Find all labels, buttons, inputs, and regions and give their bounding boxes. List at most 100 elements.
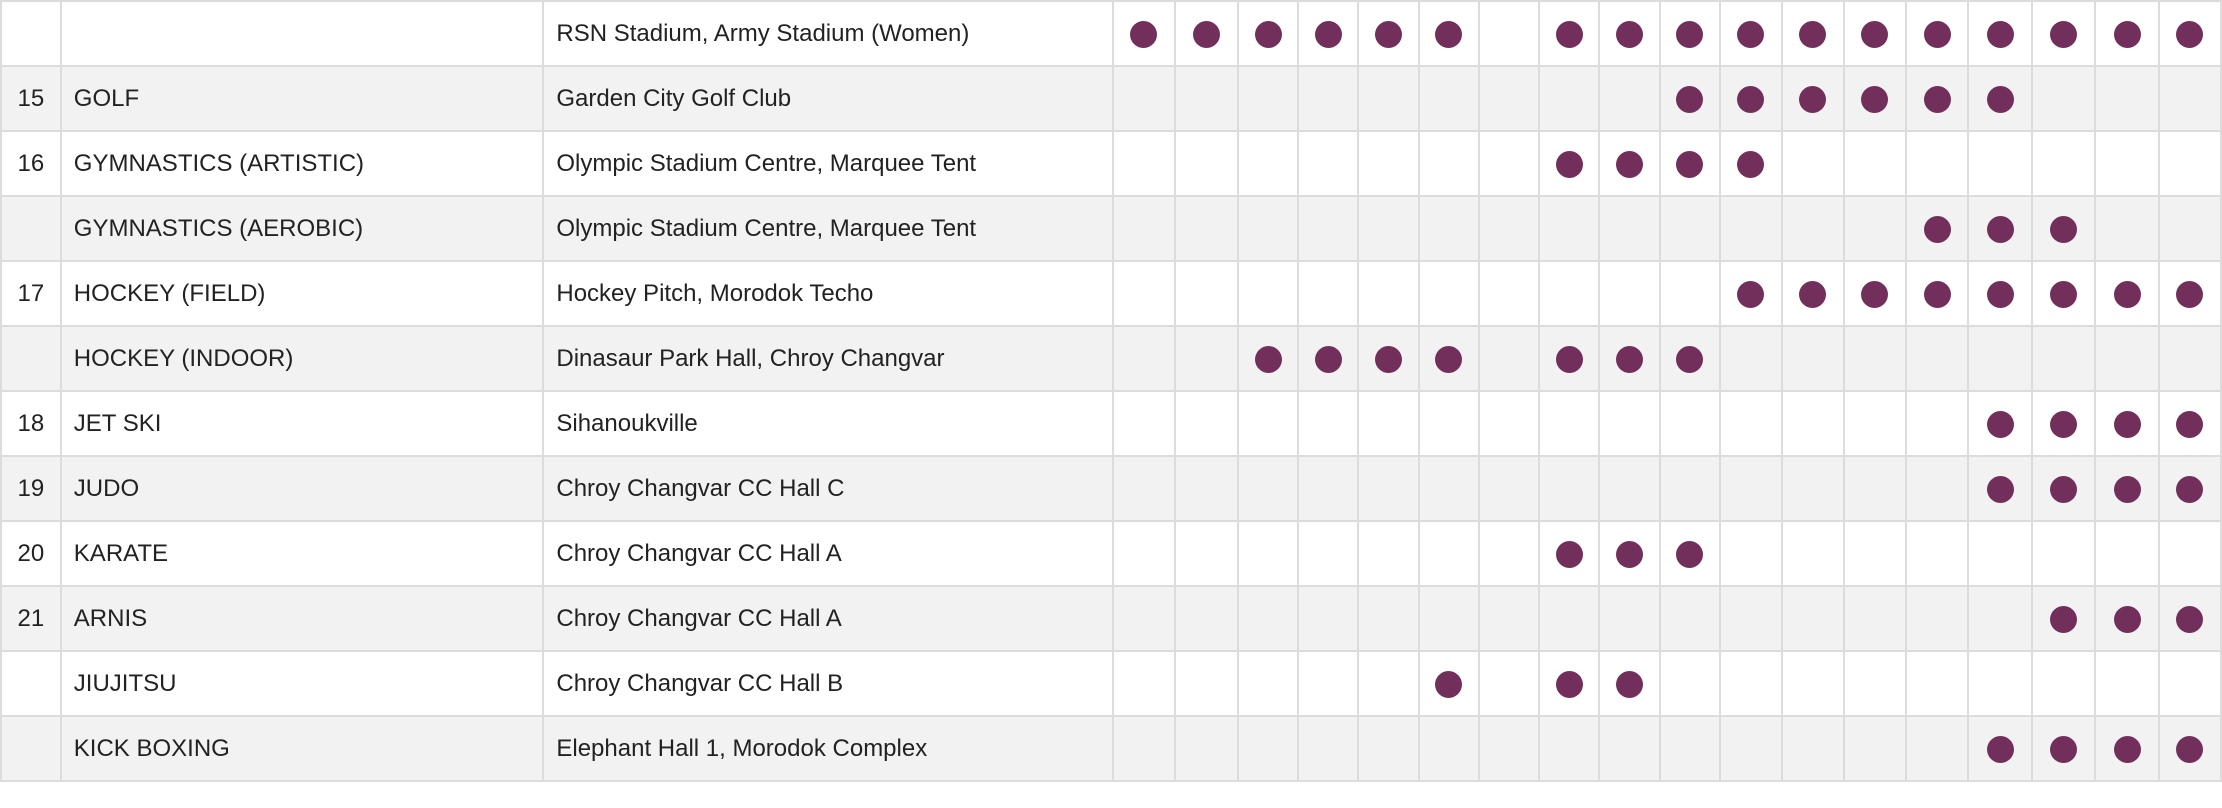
sport-name <box>59 0 545 67</box>
competition-day-dot-icon <box>1374 345 1402 373</box>
sport-number: 19 <box>0 455 62 522</box>
schedule-day-cell <box>2031 325 2097 392</box>
schedule-day-cell <box>1111 390 1177 457</box>
competition-day-dot-icon <box>1314 20 1342 48</box>
competition-day-dot-icon <box>2176 280 2204 308</box>
table-row: RSN Stadium, Army Stadium (Women) <box>0 0 2222 67</box>
competition-day-dot-icon <box>1986 85 2014 113</box>
schedule-day-cell <box>1111 455 1177 522</box>
schedule-day-cell <box>1780 195 1845 262</box>
schedule-day-cell <box>1718 585 1783 652</box>
competition-day-dot-icon <box>2050 735 2078 763</box>
venue-name: Dinasaur Park Hall, Chroy Changvar <box>542 325 1114 392</box>
competition-day-dot-icon <box>1616 670 1644 698</box>
schedule-day-cell <box>1780 585 1845 652</box>
venue-name: Garden City Golf Club <box>542 65 1114 132</box>
sport-number: 16 <box>0 130 62 197</box>
schedule-day-cell <box>1538 65 1601 132</box>
competition-day-dot-icon <box>1986 735 2014 763</box>
schedule-day-cell <box>1658 65 1721 132</box>
schedule-day-cell <box>2157 715 2222 782</box>
schedule-day-cell <box>2157 520 2222 587</box>
schedule-day-cell <box>1842 455 1908 522</box>
competition-day-dot-icon <box>1435 670 1463 698</box>
schedule-day-cell <box>1780 260 1845 327</box>
schedule-day-cell <box>1237 0 1300 67</box>
schedule-body: RSN Stadium, Army Stadium (Women) 15 GOLF G… <box>0 0 2222 782</box>
schedule-day-cell <box>1477 260 1541 327</box>
schedule-day-cell <box>1356 260 1420 327</box>
competition-day-dot-icon <box>2050 280 2078 308</box>
schedule-day-cell <box>2094 455 2160 522</box>
sport-name: KARATE <box>59 520 545 587</box>
schedule-day-cell <box>1417 455 1480 522</box>
schedule-day-cell <box>1967 585 2034 652</box>
schedule-day-cell <box>1598 0 1661 67</box>
sport-number <box>0 195 62 262</box>
competition-day-dot-icon <box>1555 150 1583 178</box>
schedule-day-cell <box>1174 650 1240 717</box>
competition-day-dot-icon <box>1923 85 1951 113</box>
schedule-day-cell <box>1538 520 1601 587</box>
schedule-day-cell <box>2157 260 2222 327</box>
competition-day-dot-icon <box>2113 20 2141 48</box>
schedule-day-cell <box>1842 260 1908 327</box>
schedule-day-cell <box>1417 0 1480 67</box>
schedule-day-cell <box>1477 520 1541 587</box>
schedule-day-cell <box>1905 520 1970 587</box>
schedule-day-cell <box>1658 260 1721 327</box>
venue-name: Elephant Hall 1, Morodok Complex <box>542 715 1114 782</box>
schedule-day-cell <box>1356 520 1420 587</box>
schedule-day-cell <box>1174 195 1240 262</box>
competition-day-dot-icon <box>1616 540 1644 568</box>
schedule-day-cell <box>1718 520 1783 587</box>
schedule-day-cell <box>1718 715 1783 782</box>
table-row: 20 KARATE Chroy Changvar CC Hall A <box>0 520 2222 587</box>
schedule-day-cell <box>1842 650 1908 717</box>
competition-day-dot-icon <box>1923 280 1951 308</box>
schedule-day-cell <box>1780 650 1845 717</box>
sport-name: ARNIS <box>59 585 545 652</box>
venue-name: Chroy Changvar CC Hall A <box>542 520 1114 587</box>
schedule-day-cell <box>2094 585 2160 652</box>
sport-name: JIUJITSU <box>59 650 545 717</box>
competition-day-dot-icon <box>2050 410 2078 438</box>
venue-name: Sihanoukville <box>542 390 1114 457</box>
schedule-day-cell <box>1417 130 1480 197</box>
schedule-day-cell <box>2094 390 2160 457</box>
competition-day-dot-icon <box>2113 605 2141 633</box>
sport-number <box>0 325 62 392</box>
sport-number <box>0 715 62 782</box>
schedule-day-cell <box>1174 455 1240 522</box>
schedule-day-cell <box>1905 585 1970 652</box>
schedule-day-cell <box>1842 585 1908 652</box>
competition-day-dot-icon <box>1616 345 1644 373</box>
schedule-day-cell <box>1174 715 1240 782</box>
schedule-day-cell <box>1417 260 1480 327</box>
competition-day-dot-icon <box>1435 20 1463 48</box>
schedule-day-cell <box>2094 195 2160 262</box>
schedule-day-cell <box>1356 195 1420 262</box>
schedule-day-cell <box>1477 585 1541 652</box>
schedule-day-cell <box>2031 195 2097 262</box>
schedule-day-cell <box>1967 260 2034 327</box>
schedule-day-cell <box>1718 455 1783 522</box>
competition-day-dot-icon <box>2176 475 2204 503</box>
schedule-day-cell <box>1237 390 1300 457</box>
sport-number: 18 <box>0 390 62 457</box>
schedule-day-cell <box>1780 715 1845 782</box>
competition-day-dot-icon <box>1986 475 2014 503</box>
schedule-day-cell <box>1658 585 1721 652</box>
competition-day-dot-icon <box>1555 20 1583 48</box>
schedule-day-cell <box>2157 650 2222 717</box>
schedule-day-cell <box>1598 130 1661 197</box>
sport-name: JUDO <box>59 455 545 522</box>
schedule-day-cell <box>1237 455 1300 522</box>
schedule-day-cell <box>1538 195 1601 262</box>
schedule-day-cell <box>1174 390 1240 457</box>
venue-name: RSN Stadium, Army Stadium (Women) <box>542 0 1114 67</box>
schedule-day-cell <box>1417 715 1480 782</box>
schedule-day-cell <box>1356 0 1420 67</box>
schedule-day-cell <box>1111 715 1177 782</box>
table-row: 16 GYMNASTICS (ARTISTIC) Olympic Stadium C… <box>0 130 2222 197</box>
